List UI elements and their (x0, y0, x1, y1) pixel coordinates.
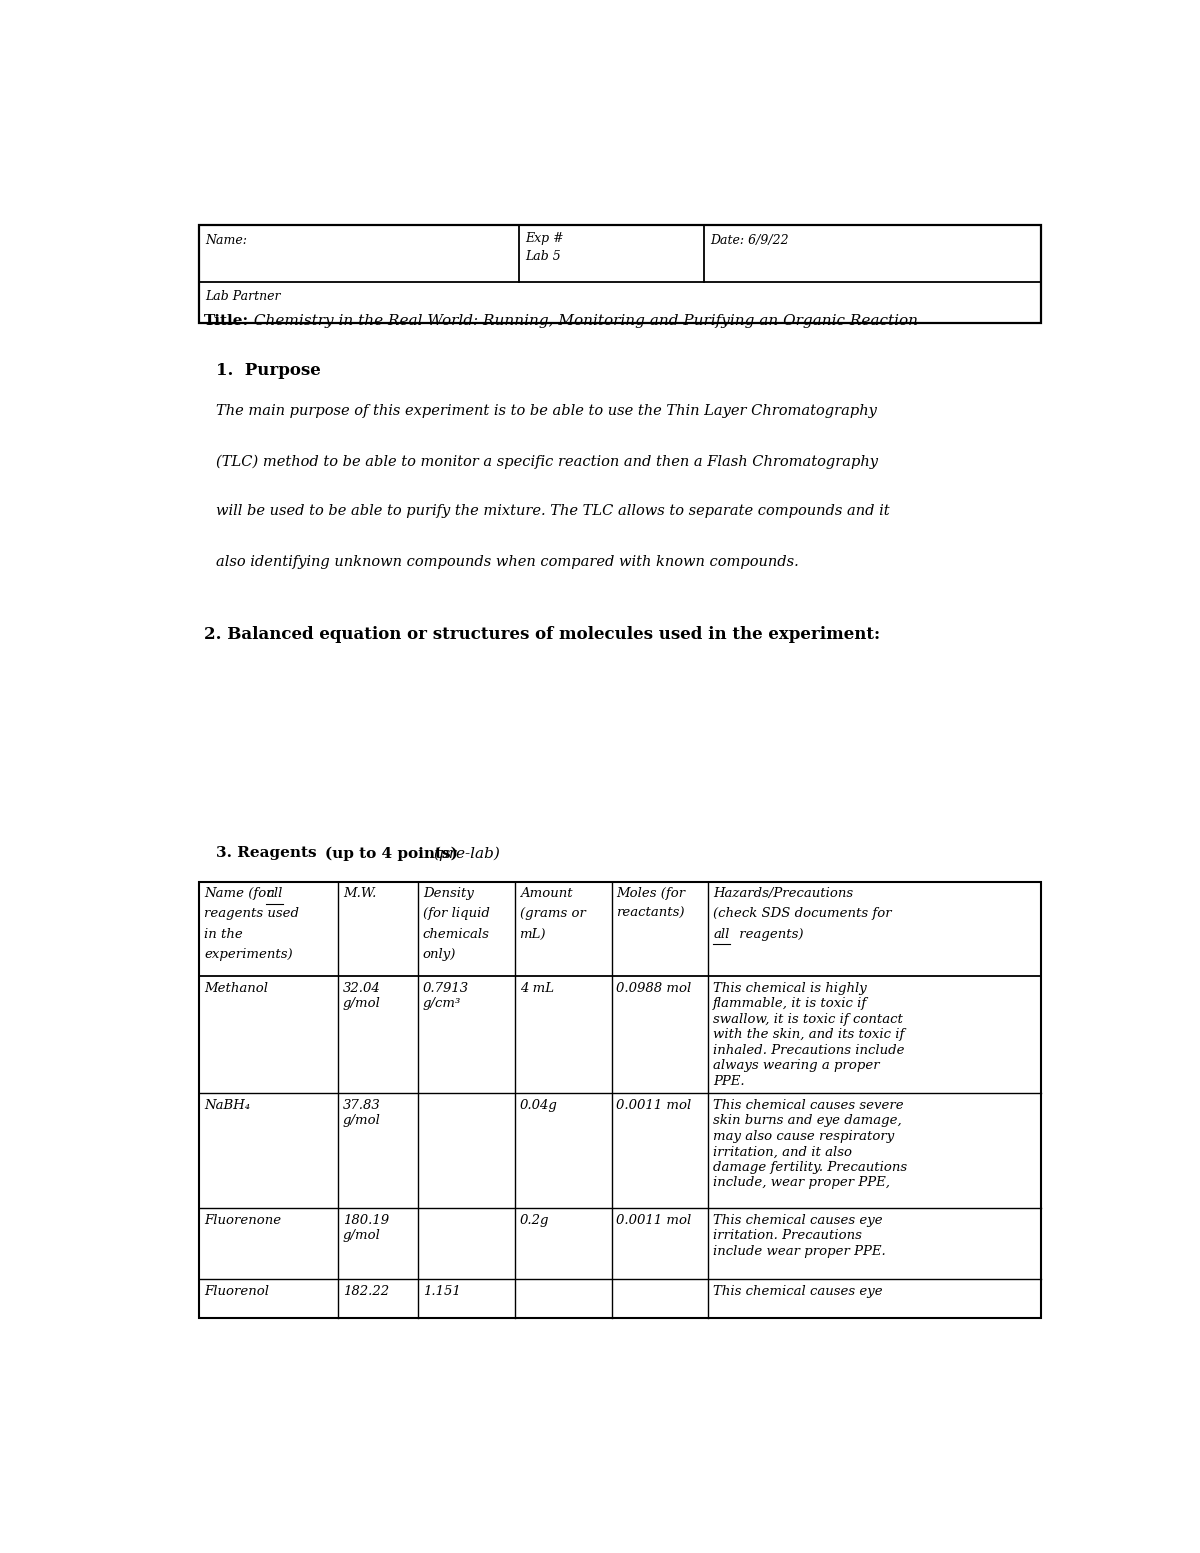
Text: irritation. Precautions: irritation. Precautions (713, 1228, 862, 1242)
Text: experiments): experiments) (204, 947, 293, 961)
Text: irritation, and it also: irritation, and it also (713, 1146, 852, 1159)
Text: 4 mL: 4 mL (520, 981, 553, 994)
Text: Lab Partner: Lab Partner (205, 290, 281, 303)
Text: This chemical causes eye: This chemical causes eye (713, 1213, 883, 1227)
Text: 0.2g: 0.2g (520, 1213, 550, 1227)
Text: 3. Reagents: 3. Reagents (216, 846, 322, 860)
Text: This chemical causes eye: This chemical causes eye (713, 1286, 883, 1298)
Text: only): only) (422, 947, 456, 961)
Text: always wearing a proper: always wearing a proper (713, 1059, 880, 1072)
Text: The main purpose of this experiment is to be able to use the Thin Layer Chromato: The main purpose of this experiment is t… (216, 404, 877, 418)
Text: 0.0011 mol: 0.0011 mol (617, 1100, 691, 1112)
Text: also identifying unknown compounds when compared with known compounds.: also identifying unknown compounds when … (216, 554, 799, 568)
Text: reagents): reagents) (734, 927, 803, 941)
Text: will be used to be able to purify the mixture. The TLC allows to separate compou: will be used to be able to purify the mi… (216, 505, 889, 519)
Bar (199, 225, 1040, 323)
Text: Fluorenone: Fluorenone (204, 1213, 281, 1227)
Text: 0.0011 mol: 0.0011 mol (617, 1213, 691, 1227)
Text: reactants): reactants) (617, 907, 685, 921)
Text: (for liquid: (for liquid (422, 907, 490, 921)
Text: g/cm³: g/cm³ (422, 997, 461, 1009)
Text: Moles (for: Moles (for (617, 887, 685, 901)
Text: 2. Balanced equation or structures of molecules used in the experiment:: 2. Balanced equation or structures of mo… (204, 626, 880, 643)
Text: 32.04: 32.04 (343, 981, 380, 994)
Text: g/mol: g/mol (343, 997, 380, 1009)
Text: (check SDS documents for: (check SDS documents for (713, 907, 892, 921)
Text: inhaled. Precautions include: inhaled. Precautions include (713, 1044, 905, 1056)
Text: M.W.: M.W. (343, 887, 376, 901)
Text: Lab 5: Lab 5 (524, 250, 560, 262)
Text: Date: 6/9/22: Date: 6/9/22 (710, 235, 788, 247)
Text: Hazards/Precautions: Hazards/Precautions (713, 887, 853, 901)
Text: Methanol: Methanol (204, 981, 268, 994)
Text: 1.151: 1.151 (422, 1286, 461, 1298)
Text: include, wear proper PPE,: include, wear proper PPE, (713, 1177, 890, 1190)
Text: 1.  Purpose: 1. Purpose (216, 362, 320, 379)
Text: 0.04g: 0.04g (520, 1100, 558, 1112)
Text: g/mol: g/mol (343, 1115, 380, 1127)
Text: Density: Density (422, 887, 474, 901)
Text: Fluorenol: Fluorenol (204, 1286, 269, 1298)
Text: flammable, it is toxic if: flammable, it is toxic if (713, 997, 868, 1009)
Text: 180.19: 180.19 (343, 1213, 389, 1227)
Text: include wear proper PPE.: include wear proper PPE. (713, 1244, 886, 1258)
Text: with the skin, and its toxic if: with the skin, and its toxic if (713, 1028, 905, 1041)
Bar (199, 882, 1040, 1317)
Text: (up to 4 points): (up to 4 points) (325, 846, 463, 860)
Text: 0.0988 mol: 0.0988 mol (617, 981, 691, 994)
Text: PPE.: PPE. (713, 1075, 745, 1087)
Text: chemicals: chemicals (422, 927, 490, 941)
Text: (TLC) method to be able to monitor a specific reaction and then a Flash Chromato: (TLC) method to be able to monitor a spe… (216, 453, 878, 469)
Text: reagents used: reagents used (204, 907, 299, 921)
Text: all: all (266, 887, 283, 901)
Text: may also cause respiratory: may also cause respiratory (713, 1131, 894, 1143)
Text: skin burns and eye damage,: skin burns and eye damage, (713, 1115, 902, 1127)
Text: Amount: Amount (520, 887, 572, 901)
Text: This chemical is highly: This chemical is highly (713, 981, 866, 994)
Text: (pre-lab): (pre-lab) (433, 846, 500, 860)
Text: damage fertility. Precautions: damage fertility. Precautions (713, 1162, 907, 1174)
Text: (grams or: (grams or (520, 907, 586, 921)
Text: 37.83: 37.83 (343, 1100, 380, 1112)
Text: 182.22: 182.22 (343, 1286, 389, 1298)
Text: Name:: Name: (205, 235, 247, 247)
Text: all: all (713, 927, 730, 941)
Text: Chemistry in the Real World: Running, Monitoring and Purifying an Organic Reacti: Chemistry in the Real World: Running, Mo… (248, 314, 918, 328)
Text: in the: in the (204, 927, 242, 941)
Text: Name (for: Name (for (204, 887, 277, 901)
Text: NaBH₄: NaBH₄ (204, 1100, 250, 1112)
Text: mL): mL) (520, 927, 546, 941)
Text: g/mol: g/mol (343, 1228, 380, 1242)
Text: 0.7913: 0.7913 (422, 981, 469, 994)
Text: Title:: Title: (204, 314, 250, 328)
Text: swallow, it is toxic if contact: swallow, it is toxic if contact (713, 1013, 904, 1025)
Text: This chemical causes severe: This chemical causes severe (713, 1100, 904, 1112)
Text: Exp #: Exp # (524, 231, 563, 245)
